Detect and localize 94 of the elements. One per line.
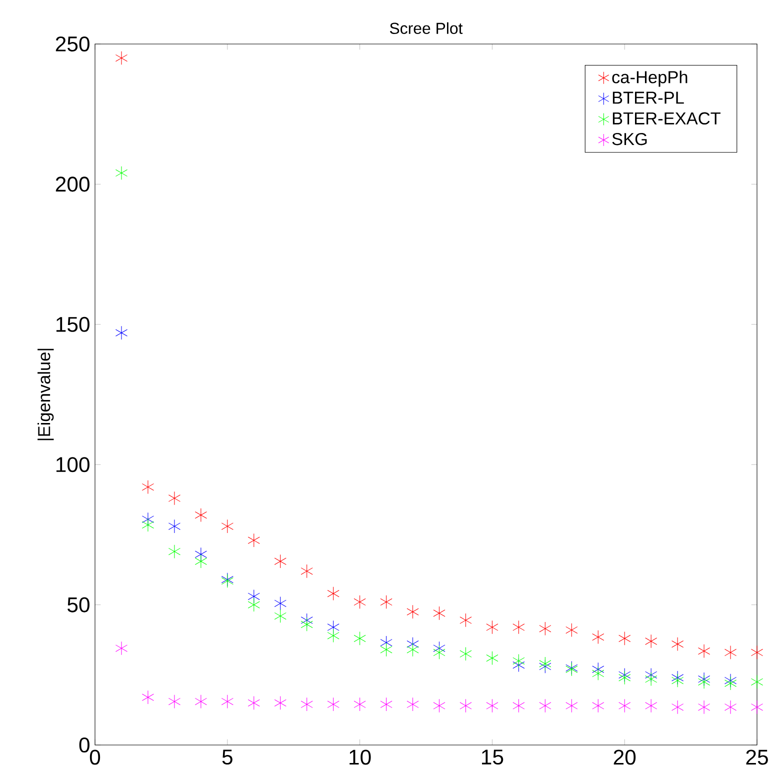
point [221,694,234,708]
point [248,598,260,612]
point [672,637,684,651]
point [406,697,419,712]
point [672,700,684,714]
chart-title: Scree Plot [390,22,463,34]
point [142,480,154,494]
point [512,654,525,668]
point [380,595,392,609]
point [380,642,392,657]
point [300,564,313,578]
point [354,595,366,609]
point [433,646,446,660]
y-tick-label: 250 [56,36,90,52]
point [221,519,234,534]
point [274,554,286,568]
point [724,700,737,714]
x-tick-label: 20 [614,750,636,765]
point [592,630,604,644]
point [618,670,631,685]
point [300,617,313,632]
point [539,622,552,636]
x-tick-label: 0 [90,750,100,765]
point [539,656,552,671]
point [486,620,498,634]
point [300,697,313,712]
point [460,698,472,713]
point [327,628,340,643]
point [592,666,604,680]
point [618,632,631,646]
point [327,586,340,601]
point [645,672,658,686]
legend-label: ca-HepPh [612,70,688,87]
point [194,694,207,708]
point [698,700,710,714]
y-tick-label: 200 [56,176,90,192]
legend-label: BTER-EXACT [612,112,720,124]
x-tick-label: 5 [222,750,232,765]
point [433,606,446,620]
point [592,698,604,713]
point [380,697,392,712]
point [460,613,472,628]
point [274,596,286,610]
point [750,700,764,714]
x-tick-label: 25 [746,750,768,765]
x-tick-label: 15 [482,750,504,765]
point [115,166,128,180]
point [724,646,737,660]
point [406,642,419,657]
point [168,491,180,506]
point [460,646,472,661]
point [512,698,525,713]
point [274,696,286,710]
point [354,632,366,646]
point [248,696,260,710]
point [115,641,128,656]
point [194,508,207,522]
point [142,690,154,704]
point [354,697,366,712]
y-axis-title: |Eigenvalue| [38,348,54,440]
point [566,698,578,713]
point [486,698,498,713]
point [168,544,180,558]
point [168,519,180,534]
legend-label: BTER-PL [612,92,684,104]
point [486,651,498,666]
y-tick-label: 0 [79,737,90,753]
point [142,518,154,532]
point [194,554,207,568]
point [539,698,552,713]
point [750,646,764,660]
point [698,644,710,658]
legend-label: SKG [612,132,647,146]
y-tick-label: 50 [68,597,90,612]
point [115,51,128,65]
point [672,674,684,688]
point [115,326,128,340]
x-tick-label: 10 [350,750,371,765]
point [433,698,446,713]
point [724,676,737,690]
point [406,604,419,619]
point [512,620,525,634]
point [618,698,631,713]
point [750,674,764,689]
point [566,623,578,637]
point [274,609,286,623]
point [168,694,180,708]
point [698,674,710,689]
y-tick-label: 150 [56,316,90,332]
point [327,697,340,712]
y-tick-label: 100 [56,457,90,472]
point [645,634,658,648]
point [248,533,260,548]
point [645,698,658,713]
